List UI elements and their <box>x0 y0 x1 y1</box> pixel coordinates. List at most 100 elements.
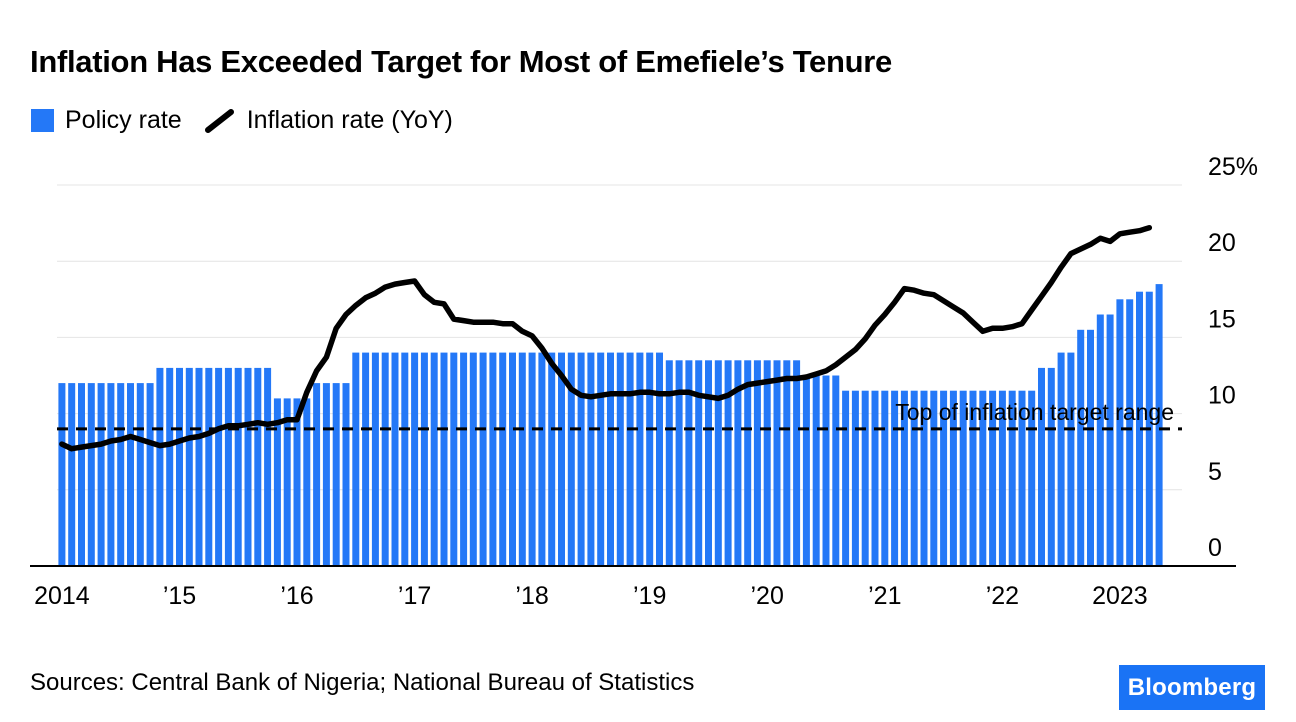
policy-rate-bar <box>832 375 840 566</box>
policy-rate-bar <box>636 352 644 566</box>
policy-rate-bar <box>322 383 330 566</box>
policy-rate-bar <box>1028 390 1036 566</box>
policy-rate-bar <box>264 367 272 566</box>
policy-rate-bar <box>78 383 85 566</box>
policy-rate-bar <box>332 383 340 566</box>
policy-rate-bar <box>352 352 360 566</box>
policy-rate-bar <box>891 390 899 566</box>
policy-rate-bar <box>411 352 419 566</box>
policy-rate-bar <box>685 360 693 566</box>
inflation-rate-line <box>59 224 1153 452</box>
policy-rate-bar <box>587 352 595 566</box>
policy-rate-bar <box>293 398 301 566</box>
policy-rate-bar <box>440 352 448 566</box>
policy-rate-bar <box>1136 291 1143 566</box>
policy-rate-bar <box>1077 329 1085 566</box>
policy-rate-bar <box>734 360 742 566</box>
policy-rate-bar <box>528 352 536 566</box>
policy-rate-bar <box>371 352 379 566</box>
policy-rate-bar <box>616 352 624 566</box>
policy-rate-bar <box>136 383 144 566</box>
policy-rate-bar <box>538 352 546 566</box>
policy-rate-bar <box>195 367 203 566</box>
policy-rate-bar <box>577 352 585 566</box>
x-axis-label: ’20 <box>751 582 784 610</box>
y-axis-label: 10 <box>1208 382 1236 410</box>
policy-rate-bar <box>450 352 458 566</box>
policy-rate-bar <box>949 390 957 566</box>
policy-rate-bar <box>303 398 311 566</box>
legend-inflation-rate-label: Inflation rate (YoY) <box>246 106 453 134</box>
policy-rate-bar <box>900 390 908 566</box>
policy-rate-bar <box>509 352 516 566</box>
policy-rate-bar <box>283 398 291 566</box>
x-axis-label: ’21 <box>868 582 901 610</box>
policy-rate-bar <box>1008 390 1016 566</box>
policy-rate-bar <box>714 360 722 566</box>
policy-rate-bar <box>234 367 242 566</box>
policy-rate-bar <box>705 360 712 566</box>
policy-rate-bar <box>127 383 134 566</box>
policy-rate-bar <box>822 375 830 566</box>
policy-rate-bar <box>254 367 262 566</box>
policy-rate-bar <box>861 390 869 566</box>
y-axis-label: 0 <box>1208 534 1222 562</box>
policy-rate-bar <box>489 352 497 566</box>
policy-rate-bar <box>1067 352 1075 566</box>
legend-item-inflation-rate: Inflation rate (YoY) <box>204 106 453 135</box>
policy-rate-bar <box>940 390 948 566</box>
policy-rate-bar <box>998 390 1006 566</box>
x-axis-label: ’15 <box>163 582 196 610</box>
policy-rate-bar <box>1057 352 1065 566</box>
policy-rate-bar <box>842 390 850 566</box>
policy-rate-bar <box>460 352 468 566</box>
policy-rate-bar <box>930 390 938 566</box>
policy-rate-bar <box>793 360 801 566</box>
policy-rate-bar <box>744 360 752 566</box>
policy-rate-bar <box>1038 367 1045 566</box>
policy-rate-bar <box>68 383 76 566</box>
policy-rate-bar <box>479 352 487 566</box>
policy-rate-bar <box>969 390 977 566</box>
policy-rate-bar <box>851 390 859 566</box>
policy-rate-bar <box>1087 329 1094 566</box>
legend: Policy rate Inflation rate (YoY) <box>31 106 453 135</box>
policy-rate-bar <box>176 367 183 566</box>
policy-rate-bar <box>626 352 634 566</box>
policy-rate-bar <box>802 375 810 566</box>
x-axis-label: ’19 <box>633 582 666 610</box>
policy-rate-bar <box>518 352 526 566</box>
policy-rate-bar <box>87 383 95 566</box>
policy-rate-bar <box>920 390 928 566</box>
policy-rate-bar <box>695 360 703 566</box>
policy-rate-bar <box>724 360 732 566</box>
policy-rate-bar <box>871 390 879 566</box>
policy-rate-bar <box>783 360 791 566</box>
policy-rate-bar <box>548 352 556 566</box>
bloomberg-logo-text: Bloomberg <box>1127 673 1257 701</box>
policy-rate-bar <box>499 352 507 566</box>
policy-rate-bar <box>773 360 781 566</box>
policy-rate-bar <box>1047 367 1055 566</box>
chart-title: Inflation Has Exceeded Target for Most o… <box>30 44 892 79</box>
policy-rate-bar <box>273 398 281 566</box>
policy-rate-bar <box>558 352 565 566</box>
policy-rate-bar <box>812 375 820 566</box>
policy-rate-bar <box>959 390 967 566</box>
policy-rate-bar <box>753 360 761 566</box>
policy-rate-bar <box>381 352 389 566</box>
y-axis-label: 15 <box>1208 305 1236 333</box>
policy-rate-bar <box>97 383 105 566</box>
bloomberg-logo: Bloomberg <box>1119 665 1265 710</box>
x-axis-label: ’22 <box>986 582 1019 610</box>
policy-rate-bar <box>313 383 321 566</box>
policy-rate-bar <box>910 390 918 566</box>
policy-rate-bar <box>1116 299 1124 566</box>
x-axis-label: 2014 <box>34 582 90 610</box>
policy-rate-bar <box>1106 314 1114 566</box>
policy-rate-bar <box>420 352 428 566</box>
x-axis-label: 2023 <box>1092 582 1148 610</box>
x-axis-label: ’17 <box>398 582 431 610</box>
policy-rate-bar <box>107 383 115 566</box>
policy-rate-bar <box>1018 390 1026 566</box>
